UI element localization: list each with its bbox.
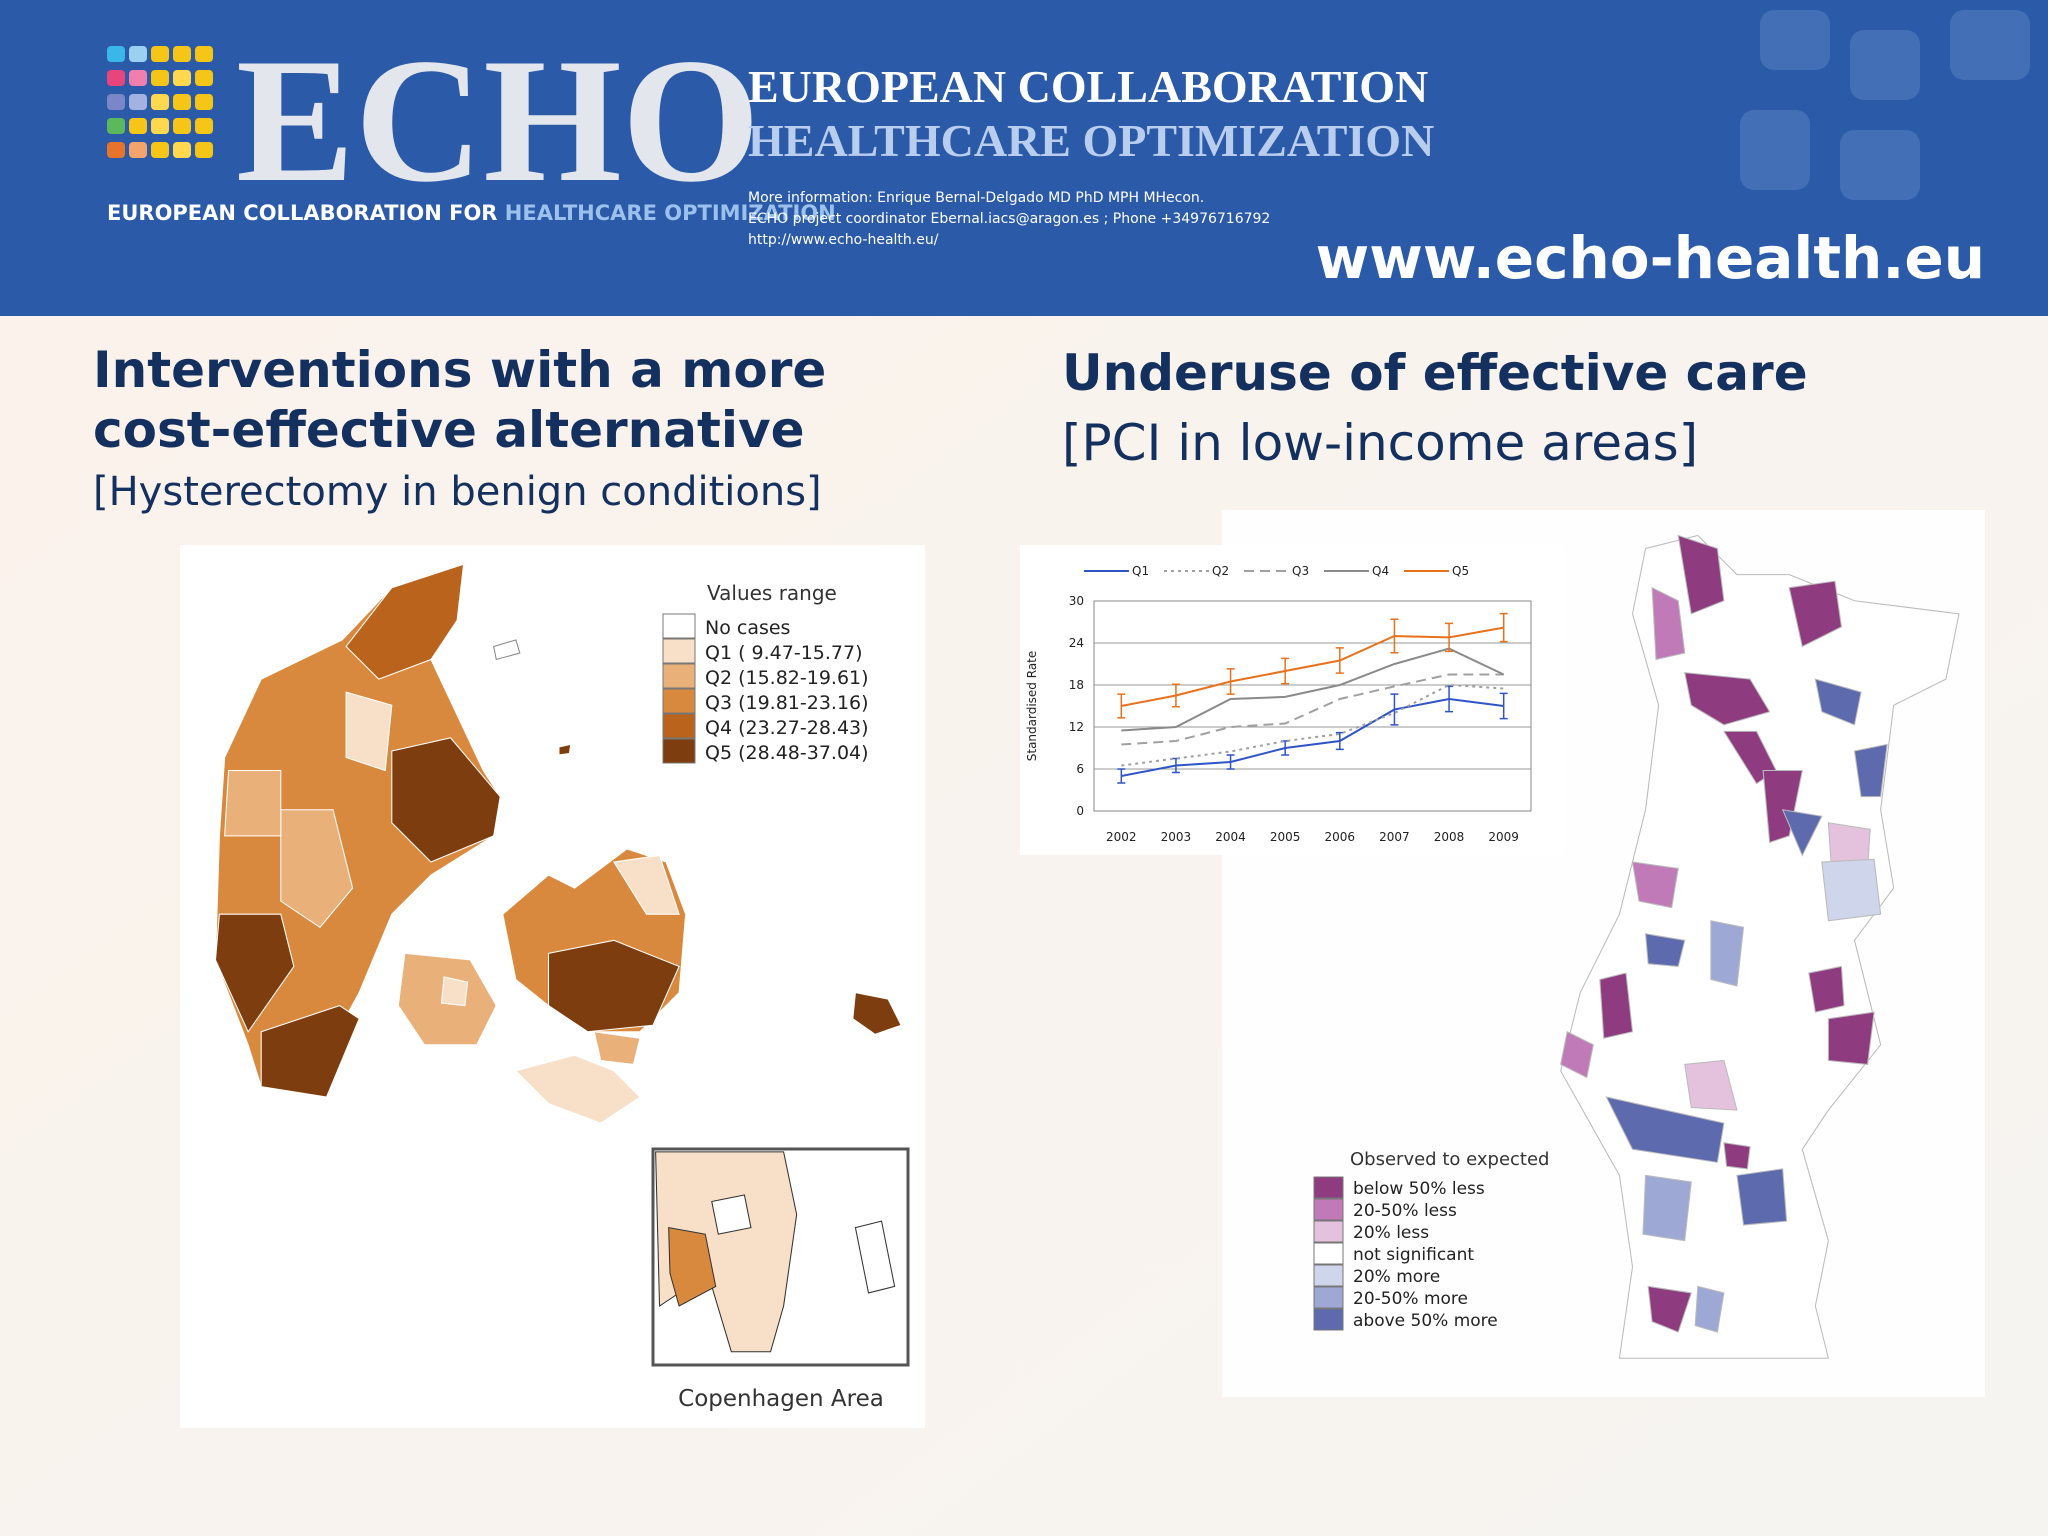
legend-label: above 50% more (1353, 1311, 1498, 1331)
line-chart: Standardised Rate 0 6 12 18 24 30 2002 2003 2004… (1025, 564, 1532, 844)
section-title: Underuse of effective care (1062, 344, 1808, 402)
legend-label: not significant (1353, 1245, 1474, 1265)
error-bar (1499, 692, 1508, 720)
logo-tagline: EUROPEAN COLLABORATION FOR HEALTHCARE OP… (107, 201, 836, 225)
error-bar (1117, 693, 1126, 719)
x-tick-label: 2005 (1270, 830, 1301, 844)
legend-label: No cases (705, 617, 790, 639)
legend-label: Q1 (1132, 564, 1149, 578)
legend-title: Observed to expected (1350, 1149, 1549, 1170)
legend-swatch (1313, 1264, 1344, 1287)
y-tick-label: 6 (1076, 762, 1084, 776)
y-tick-label: 30 (1069, 594, 1084, 608)
legend-swatch (1313, 1286, 1344, 1309)
header-title: EUROPEAN COLLABORATION (748, 61, 1428, 112)
portugal-map (1560, 534, 1960, 1359)
error-bar (1335, 647, 1344, 674)
error-bar (1499, 612, 1508, 643)
x-tick-label: 2003 (1161, 830, 1192, 844)
section-title: Interventions with a more (93, 341, 826, 399)
website[interactable]: www.echo-health.eu (1316, 224, 1985, 292)
inset-caption: Copenhagen Area (678, 1386, 884, 1412)
legend-label: Q4 (1372, 564, 1389, 578)
error-bar (1335, 731, 1344, 751)
header-title: HEALTHCARE OPTIMIZATION (748, 115, 1434, 166)
legend-swatch (662, 613, 696, 639)
legend-label: Q5 (1452, 564, 1469, 578)
legend-swatch (662, 688, 696, 714)
error-bar (1226, 754, 1235, 770)
header-band (0, 0, 2048, 316)
legend-swatch (662, 738, 696, 764)
legend-label: 20-50% more (1353, 1289, 1468, 1309)
legend-swatch (662, 713, 696, 739)
series-line (1121, 697, 1504, 777)
inset-map (655, 1151, 896, 1353)
denmark-map (214, 563, 902, 1124)
error-bar (1390, 693, 1399, 726)
legend-title: Values range (707, 581, 837, 605)
series-line (1121, 683, 1504, 767)
legend-label: Q3 (19.81-23.16) (705, 692, 869, 714)
header-info: ECHO project coordinator Ebernal.iacs@ar… (748, 211, 1270, 227)
x-tick-label: 2008 (1434, 830, 1465, 844)
legend: No cases Q1 ( 9.47-15.77) Q2 (15.82-19.61)… (662, 613, 869, 764)
legend-swatch (662, 638, 696, 664)
error-bar (1117, 768, 1126, 784)
legend-swatch (1313, 1176, 1344, 1199)
legend-label: Q3 (1292, 564, 1309, 578)
legend-label: below 50% less (1353, 1179, 1485, 1199)
legend-label: Q4 (23.27-28.43) (705, 717, 869, 739)
section-title: cost-effective alternative (93, 401, 805, 459)
section-subtitle: [Hysterectomy in benign conditions] (93, 469, 822, 515)
y-tick-label: 18 (1069, 678, 1084, 692)
error-bar (1445, 622, 1454, 653)
logo-squares (107, 46, 213, 158)
legend-label: 20% less (1353, 1223, 1429, 1243)
y-tick-label: 0 (1076, 804, 1084, 818)
y-tick-label: 24 (1069, 636, 1084, 650)
error-bar (1226, 668, 1235, 695)
series-line (1121, 673, 1504, 746)
logo-text: ECHO (236, 21, 760, 219)
error-bar (1171, 683, 1180, 708)
legend-label: 20% more (1353, 1267, 1440, 1287)
legend-swatch (1313, 1220, 1344, 1243)
series-line (1121, 647, 1505, 732)
error-bar (1281, 657, 1290, 685)
series-line (1121, 626, 1504, 707)
legend-label: 20-50% less (1353, 1201, 1457, 1221)
x-tick-label: 2004 (1215, 830, 1246, 844)
error-bar (1390, 618, 1399, 654)
legend-label: Q2 (15.82-19.61) (705, 667, 869, 689)
y-tick-label: 12 (1069, 720, 1084, 734)
logo-tagline-part: HEALTHCARE OPTIMIZATION (505, 201, 836, 225)
y-axis-label: Standardised Rate (1025, 651, 1039, 762)
legend-label: Q1 ( 9.47-15.77) (705, 642, 863, 664)
legend-swatch (1313, 1242, 1344, 1265)
legend-swatch (662, 663, 696, 689)
header-info: http://www.echo-health.eu/ (748, 232, 939, 248)
x-tick-label: 2007 (1379, 830, 1410, 844)
header-decoration (1740, 10, 2030, 200)
legend-label: Q5 (28.48-37.04) (705, 742, 869, 764)
x-tick-label: 2002 (1106, 830, 1137, 844)
legend-swatch (1313, 1308, 1344, 1331)
x-tick-label: 2009 (1488, 830, 1519, 844)
legend-label: Q2 (1212, 564, 1229, 578)
logo-tagline-part: EUROPEAN COLLABORATION FOR (107, 201, 497, 225)
legend-swatch (1313, 1198, 1344, 1221)
section-subtitle: [PCI in low-income areas] (1062, 414, 1698, 472)
x-tick-label: 2006 (1325, 830, 1356, 844)
header-info: More information: Enrique Bernal-Delgado… (748, 190, 1204, 206)
plot-frame (1093, 600, 1532, 812)
